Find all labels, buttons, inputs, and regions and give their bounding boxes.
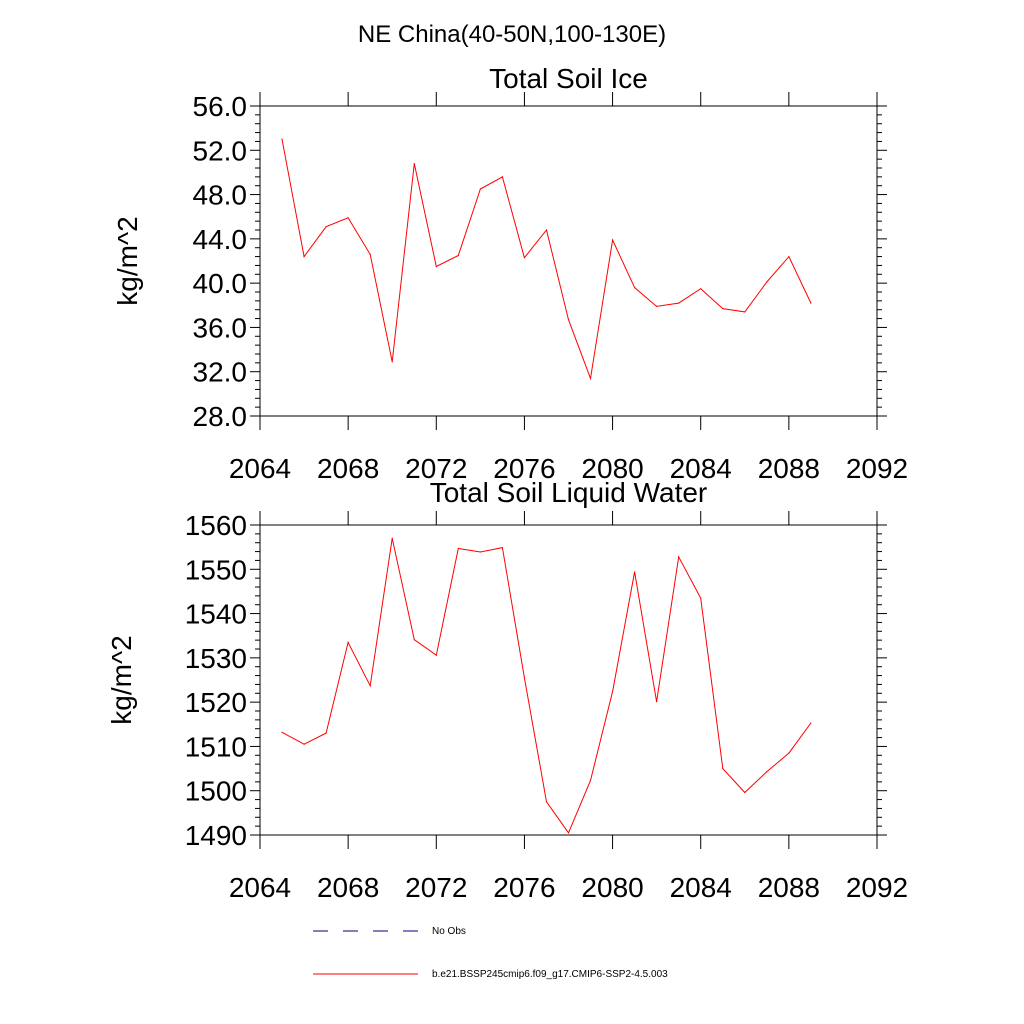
data-point [589,377,592,379]
y-tick-label: 44.0 [193,224,248,255]
data-point [611,239,614,241]
data-point [678,556,680,558]
data-point [523,677,526,679]
data-point [656,701,658,703]
y-tick-label: 1520 [185,687,247,718]
chart-total-soil-ice: Total Soil Ice kg/m^2 28.0 32.0 36.0 40.0 44.0… [112,63,908,484]
x-tick-label: 2064 [229,872,291,903]
y-tick-label: 52.0 [193,135,248,166]
data-point [303,255,305,258]
data-point [435,654,437,656]
y-tick-label: 1510 [185,731,247,762]
data-point [325,732,327,734]
data-point [700,597,702,599]
y-axis-label: kg/m^2 [106,635,137,724]
y-tick-label: 56.0 [193,91,248,122]
plot-frame [259,524,878,836]
legend-label-model: b.e21.BSSP245cmip6.f09_g17.CMIP6-SSP2-4.… [432,969,668,980]
data-point [611,690,614,693]
y-tick-label: 1560 [185,510,247,541]
y-tick-label: 1550 [185,554,247,585]
plot-frame [259,105,878,417]
y-tick-label: 1540 [185,599,247,630]
y-tick-label: 1530 [185,643,247,674]
data-point [303,743,305,745]
data-point [656,305,658,307]
data-point [479,188,481,190]
x-tick-label: 2072 [405,453,467,484]
data-point [391,361,393,363]
data-point [347,641,349,643]
data-point [369,685,371,687]
data-point [545,229,548,231]
x-tick-label: 2080 [581,872,643,903]
y-tick-label: 48.0 [193,180,248,211]
x-tick-label: 2092 [846,872,908,903]
data-point [589,779,592,782]
data-point [722,767,724,770]
data-point [545,801,548,803]
data-point [788,255,790,258]
data-point [435,265,437,268]
x-tick-label: 2068 [317,872,379,903]
data-point [634,571,636,573]
x-tick-label: 2072 [405,872,467,903]
data-point [391,537,393,539]
data-point [501,176,503,178]
legend-label-no-obs: No Obs [432,926,466,937]
data-point [347,217,349,219]
x-tick-label: 2076 [493,872,555,903]
x-tick-label: 2076 [493,453,555,484]
data-point [413,639,415,641]
y-tick-label: 40.0 [193,268,248,299]
data-point [700,288,702,290]
data-point [788,752,790,754]
data-point [325,226,327,228]
data-point [634,286,636,289]
data-point [413,162,415,165]
data-point [479,551,481,553]
y-tick-label: 1500 [185,776,247,807]
data-point [744,791,746,794]
data-point [369,253,371,255]
legend: No Obs b.e21.BSSP245cmip6.f09_g17.CMIP6-… [313,926,668,980]
x-tick-label: 2084 [670,872,732,903]
data-point [744,311,746,313]
data-point [766,281,768,283]
data-point [281,138,283,140]
y-tick-label: 28.0 [193,401,248,432]
data-point [457,254,459,257]
x-tick-label: 2092 [846,453,908,484]
y-tick-label: 32.0 [193,357,248,388]
x-tick-label: 2068 [317,453,379,484]
x-tick-label: 2080 [581,453,643,484]
data-point [457,547,459,550]
data-point [810,722,812,724]
figure-suptitle: NE China(40-50N,100-130E) [358,21,666,48]
y-tick-label: 1490 [185,820,247,851]
data-point [766,771,768,773]
data-point [678,302,680,304]
y-tick-label: 36.0 [193,312,248,343]
data-point [567,832,570,834]
chart-title: Total Soil Liquid Water [430,477,708,508]
series-line [281,538,812,834]
data-point [810,302,812,304]
x-tick-label: 2064 [229,453,291,484]
data-point [722,308,724,310]
x-tick-label: 2084 [670,453,732,484]
x-tick-label: 2088 [758,872,820,903]
data-point [523,257,526,259]
series-line [281,139,812,381]
y-axis-label: kg/m^2 [112,216,143,305]
chart-total-soil-liquid-water: Total Soil Liquid Water kg/m^2 1490 1500 151… [106,477,908,903]
data-point [281,731,283,733]
data-point [501,546,503,549]
data-point [567,319,570,321]
x-tick-label: 2088 [758,453,820,484]
chart-title: Total Soil Ice [489,63,648,94]
